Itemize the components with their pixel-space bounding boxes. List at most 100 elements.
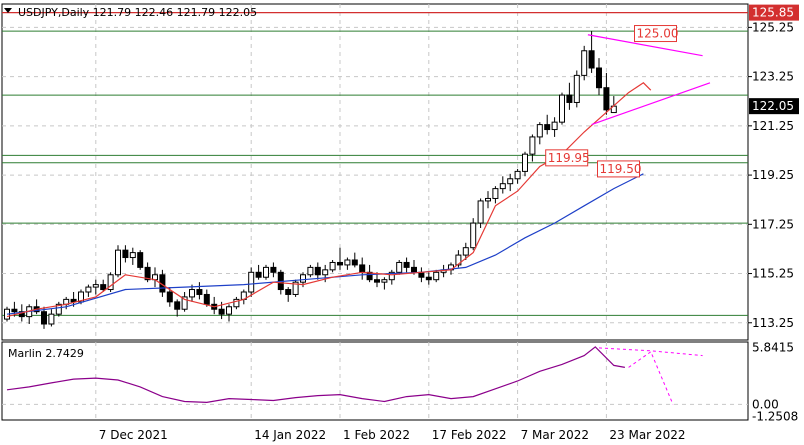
candle-body (485, 197, 491, 202)
candle-body (270, 266, 277, 273)
candle-body (122, 249, 129, 259)
candle-body (396, 261, 403, 273)
price-tick-label: 123.25 (752, 70, 794, 84)
moving-averages (6, 82, 652, 318)
date-tick-label: 17 Feb 2022 (432, 428, 507, 442)
candle-body (462, 247, 469, 256)
candle-body (588, 50, 595, 69)
top-line-label: 125.85 (752, 6, 794, 20)
callout-box (634, 25, 677, 43)
price-tick-label: 125.25 (752, 20, 794, 34)
candle-body (403, 261, 410, 268)
candle-body (477, 200, 484, 224)
candle-body (492, 188, 499, 199)
indicator-label: Marlin 2.7429 (8, 347, 84, 360)
candle-body (300, 274, 306, 283)
candle-body (566, 94, 573, 103)
price-axis: 125.25 123.25 121.25 119.25 117.25 115.25 113.… (748, 4, 799, 330)
indicator-frame (1, 341, 749, 421)
candle-body (85, 286, 92, 293)
indicator-tick-label: 0.00 (752, 397, 779, 411)
dropdown-triangle-icon[interactable] (4, 8, 12, 13)
candle-body (92, 284, 99, 288)
price-tick-label: 119.25 (752, 168, 794, 182)
candle-body (137, 252, 144, 268)
triangle-line (591, 82, 711, 126)
candle-body (388, 271, 395, 281)
candle-body (181, 296, 188, 310)
indicator-pane: 5.8415 0.00-1.2508 (2, 340, 798, 424)
candle-body (166, 291, 173, 303)
candle-body (337, 261, 343, 266)
candle-body (366, 271, 373, 281)
triangle-lines (587, 34, 711, 126)
candle-body (351, 259, 358, 266)
marlin-projection (598, 347, 703, 357)
current-price-label: 122.05 (752, 99, 794, 113)
date-tick-label: 7 Dec 2021 (99, 428, 168, 442)
callout-box (597, 160, 640, 178)
indicator-tick-label: 5.8415 (752, 340, 794, 354)
candle-body (455, 254, 462, 266)
candle-body (551, 121, 558, 131)
price-tick-label: 117.25 (752, 217, 794, 231)
indicator-tick-label: -1.2508 (752, 410, 798, 424)
marlin-projection (628, 351, 674, 405)
callout-box (545, 149, 589, 167)
candle-body (78, 291, 84, 303)
candle-body (248, 271, 255, 293)
current-price-box (749, 98, 799, 115)
candle-body (529, 136, 536, 155)
callout-text: 119.95 (548, 151, 590, 165)
candle-body (48, 313, 55, 325)
candle-body (55, 303, 62, 315)
candle-body (115, 249, 121, 276)
candle-body (411, 266, 417, 273)
candles (4, 31, 617, 329)
date-tick-label: 7 Mar 2022 (521, 428, 589, 442)
candle-body (307, 266, 314, 276)
candle-body (107, 274, 114, 291)
candle-body (596, 67, 602, 89)
candle-body (189, 289, 195, 298)
price-tick-label: 121.25 (752, 119, 794, 133)
main-frame (1, 3, 749, 341)
candle-body (11, 308, 18, 313)
candle-body (522, 153, 528, 172)
candle-body (359, 264, 366, 273)
candle-body (18, 311, 25, 318)
candle-body (559, 94, 565, 123)
marlin-line (6, 346, 626, 404)
candle-body (573, 74, 580, 103)
candle-body (544, 124, 551, 131)
candle-body (255, 271, 262, 278)
candle-body (514, 170, 521, 180)
candle-body (196, 289, 203, 295)
candle-body (507, 178, 514, 185)
date-tick-label: 14 Jan 2022 (254, 428, 326, 442)
candle-body (203, 293, 210, 305)
candle-body (226, 306, 232, 315)
candle-body (374, 279, 380, 283)
candle-body (41, 311, 47, 325)
candle-body (381, 279, 388, 283)
candle-body (233, 298, 240, 308)
price-tick-label: 115.25 (752, 267, 794, 281)
candle-body (344, 259, 351, 266)
candle-body (144, 266, 151, 281)
candle-body (100, 284, 107, 291)
candle-body (263, 266, 269, 278)
candle-body (129, 252, 136, 259)
ma-red-line (6, 82, 652, 318)
date-tick-label: 23 Mar 2022 (609, 428, 685, 442)
date-tick-label: 1 Feb 2022 (343, 428, 410, 442)
candle-body (470, 222, 477, 249)
candle-body (603, 87, 610, 111)
candle-body (536, 124, 543, 138)
candle-body (174, 301, 181, 310)
candle-body (322, 269, 329, 276)
triangle-line (587, 34, 703, 57)
callout-text: 125.00 (637, 27, 679, 41)
candle-body (292, 281, 299, 295)
